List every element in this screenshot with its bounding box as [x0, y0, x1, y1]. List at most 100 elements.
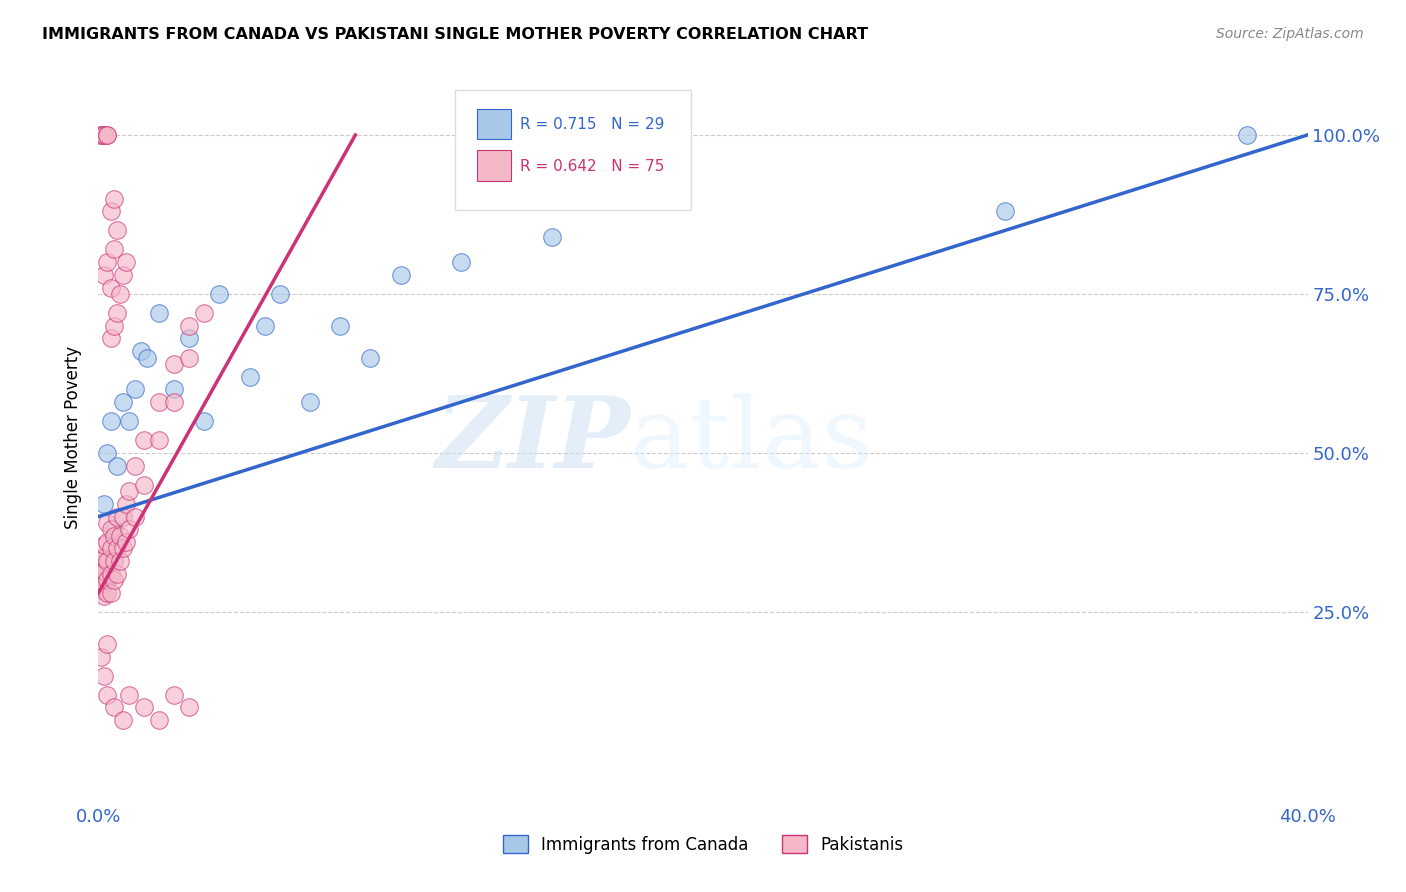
Point: [93, 668, 115, 682]
Point: [103, 529, 125, 543]
Point: [163, 688, 186, 702]
Point: [114, 497, 136, 511]
Point: [100, 522, 122, 536]
Text: R = 0.642   N = 75: R = 0.642 N = 75: [520, 159, 665, 174]
Point: [540, 229, 562, 244]
Point: [105, 223, 128, 237]
Point: [90, 558, 112, 572]
Point: [96, 128, 118, 142]
Point: [96, 637, 118, 651]
Text: Source: ZipAtlas.com: Source: ZipAtlas.com: [1216, 27, 1364, 41]
Point: [90, 576, 112, 591]
Point: [90, 570, 112, 584]
Point: [118, 688, 141, 702]
Point: [108, 287, 131, 301]
Point: [90, 582, 112, 597]
Point: [193, 414, 215, 428]
Text: atlas: atlas: [630, 392, 873, 489]
Point: [96, 554, 118, 568]
Point: [93, 128, 115, 142]
Point: [105, 509, 128, 524]
Point: [994, 204, 1017, 219]
Point: [103, 243, 125, 257]
Point: [111, 509, 134, 524]
Point: [132, 477, 155, 491]
Bar: [477, 151, 510, 181]
Point: [114, 255, 136, 269]
Point: [111, 268, 134, 282]
Point: [111, 541, 134, 556]
Point: [148, 395, 170, 409]
Point: [329, 318, 352, 333]
Text: R = 0.715   N = 29: R = 0.715 N = 29: [520, 117, 665, 132]
Point: [132, 700, 155, 714]
Bar: [477, 109, 510, 139]
Point: [96, 535, 118, 549]
Point: [111, 713, 134, 727]
Point: [90, 128, 112, 142]
Point: [179, 331, 201, 345]
Point: [100, 566, 122, 581]
Text: ZIP: ZIP: [436, 392, 630, 489]
Point: [93, 268, 115, 282]
Legend: Immigrants from Canada, Pakistanis: Immigrants from Canada, Pakistanis: [496, 829, 910, 860]
Point: [129, 344, 152, 359]
Point: [124, 458, 146, 473]
Y-axis label: Single Mother Poverty: Single Mother Poverty: [65, 345, 83, 529]
Point: [135, 351, 157, 365]
Point: [148, 434, 170, 448]
FancyBboxPatch shape: [456, 90, 690, 211]
Point: [96, 516, 118, 530]
Point: [96, 446, 118, 460]
Point: [100, 586, 122, 600]
Point: [1236, 128, 1258, 142]
Text: IMMIGRANTS FROM CANADA VS PAKISTANI SINGLE MOTHER POVERTY CORRELATION CHART: IMMIGRANTS FROM CANADA VS PAKISTANI SING…: [42, 27, 868, 42]
Point: [105, 541, 128, 556]
Point: [90, 128, 112, 142]
Point: [103, 192, 125, 206]
Point: [90, 564, 112, 578]
Point: [93, 497, 115, 511]
Point: [93, 576, 115, 591]
Point: [96, 586, 118, 600]
Point: [105, 458, 128, 473]
Point: [96, 255, 118, 269]
Point: [179, 351, 201, 365]
Point: [179, 700, 201, 714]
Point: [208, 287, 231, 301]
Point: [163, 383, 186, 397]
Point: [163, 357, 186, 371]
Point: [103, 522, 125, 536]
Point: [93, 128, 115, 142]
Point: [148, 306, 170, 320]
Point: [100, 204, 122, 219]
Point: [179, 318, 201, 333]
Point: [111, 395, 134, 409]
Point: [90, 550, 112, 565]
Point: [96, 573, 118, 587]
Point: [118, 522, 141, 536]
Point: [163, 395, 186, 409]
Point: [100, 331, 122, 345]
Point: [96, 573, 118, 587]
Point: [93, 589, 115, 603]
Point: [239, 369, 262, 384]
Point: [90, 570, 112, 584]
Point: [96, 688, 118, 702]
Point: [108, 529, 131, 543]
Point: [93, 550, 115, 565]
Point: [450, 255, 472, 269]
Point: [108, 554, 131, 568]
Point: [124, 383, 146, 397]
Point: [132, 434, 155, 448]
Point: [193, 306, 215, 320]
Point: [299, 395, 322, 409]
Point: [103, 700, 125, 714]
Point: [118, 414, 141, 428]
Point: [360, 351, 382, 365]
Point: [105, 306, 128, 320]
Point: [118, 484, 141, 499]
Point: [93, 538, 115, 552]
Point: [90, 564, 112, 578]
Point: [124, 509, 146, 524]
